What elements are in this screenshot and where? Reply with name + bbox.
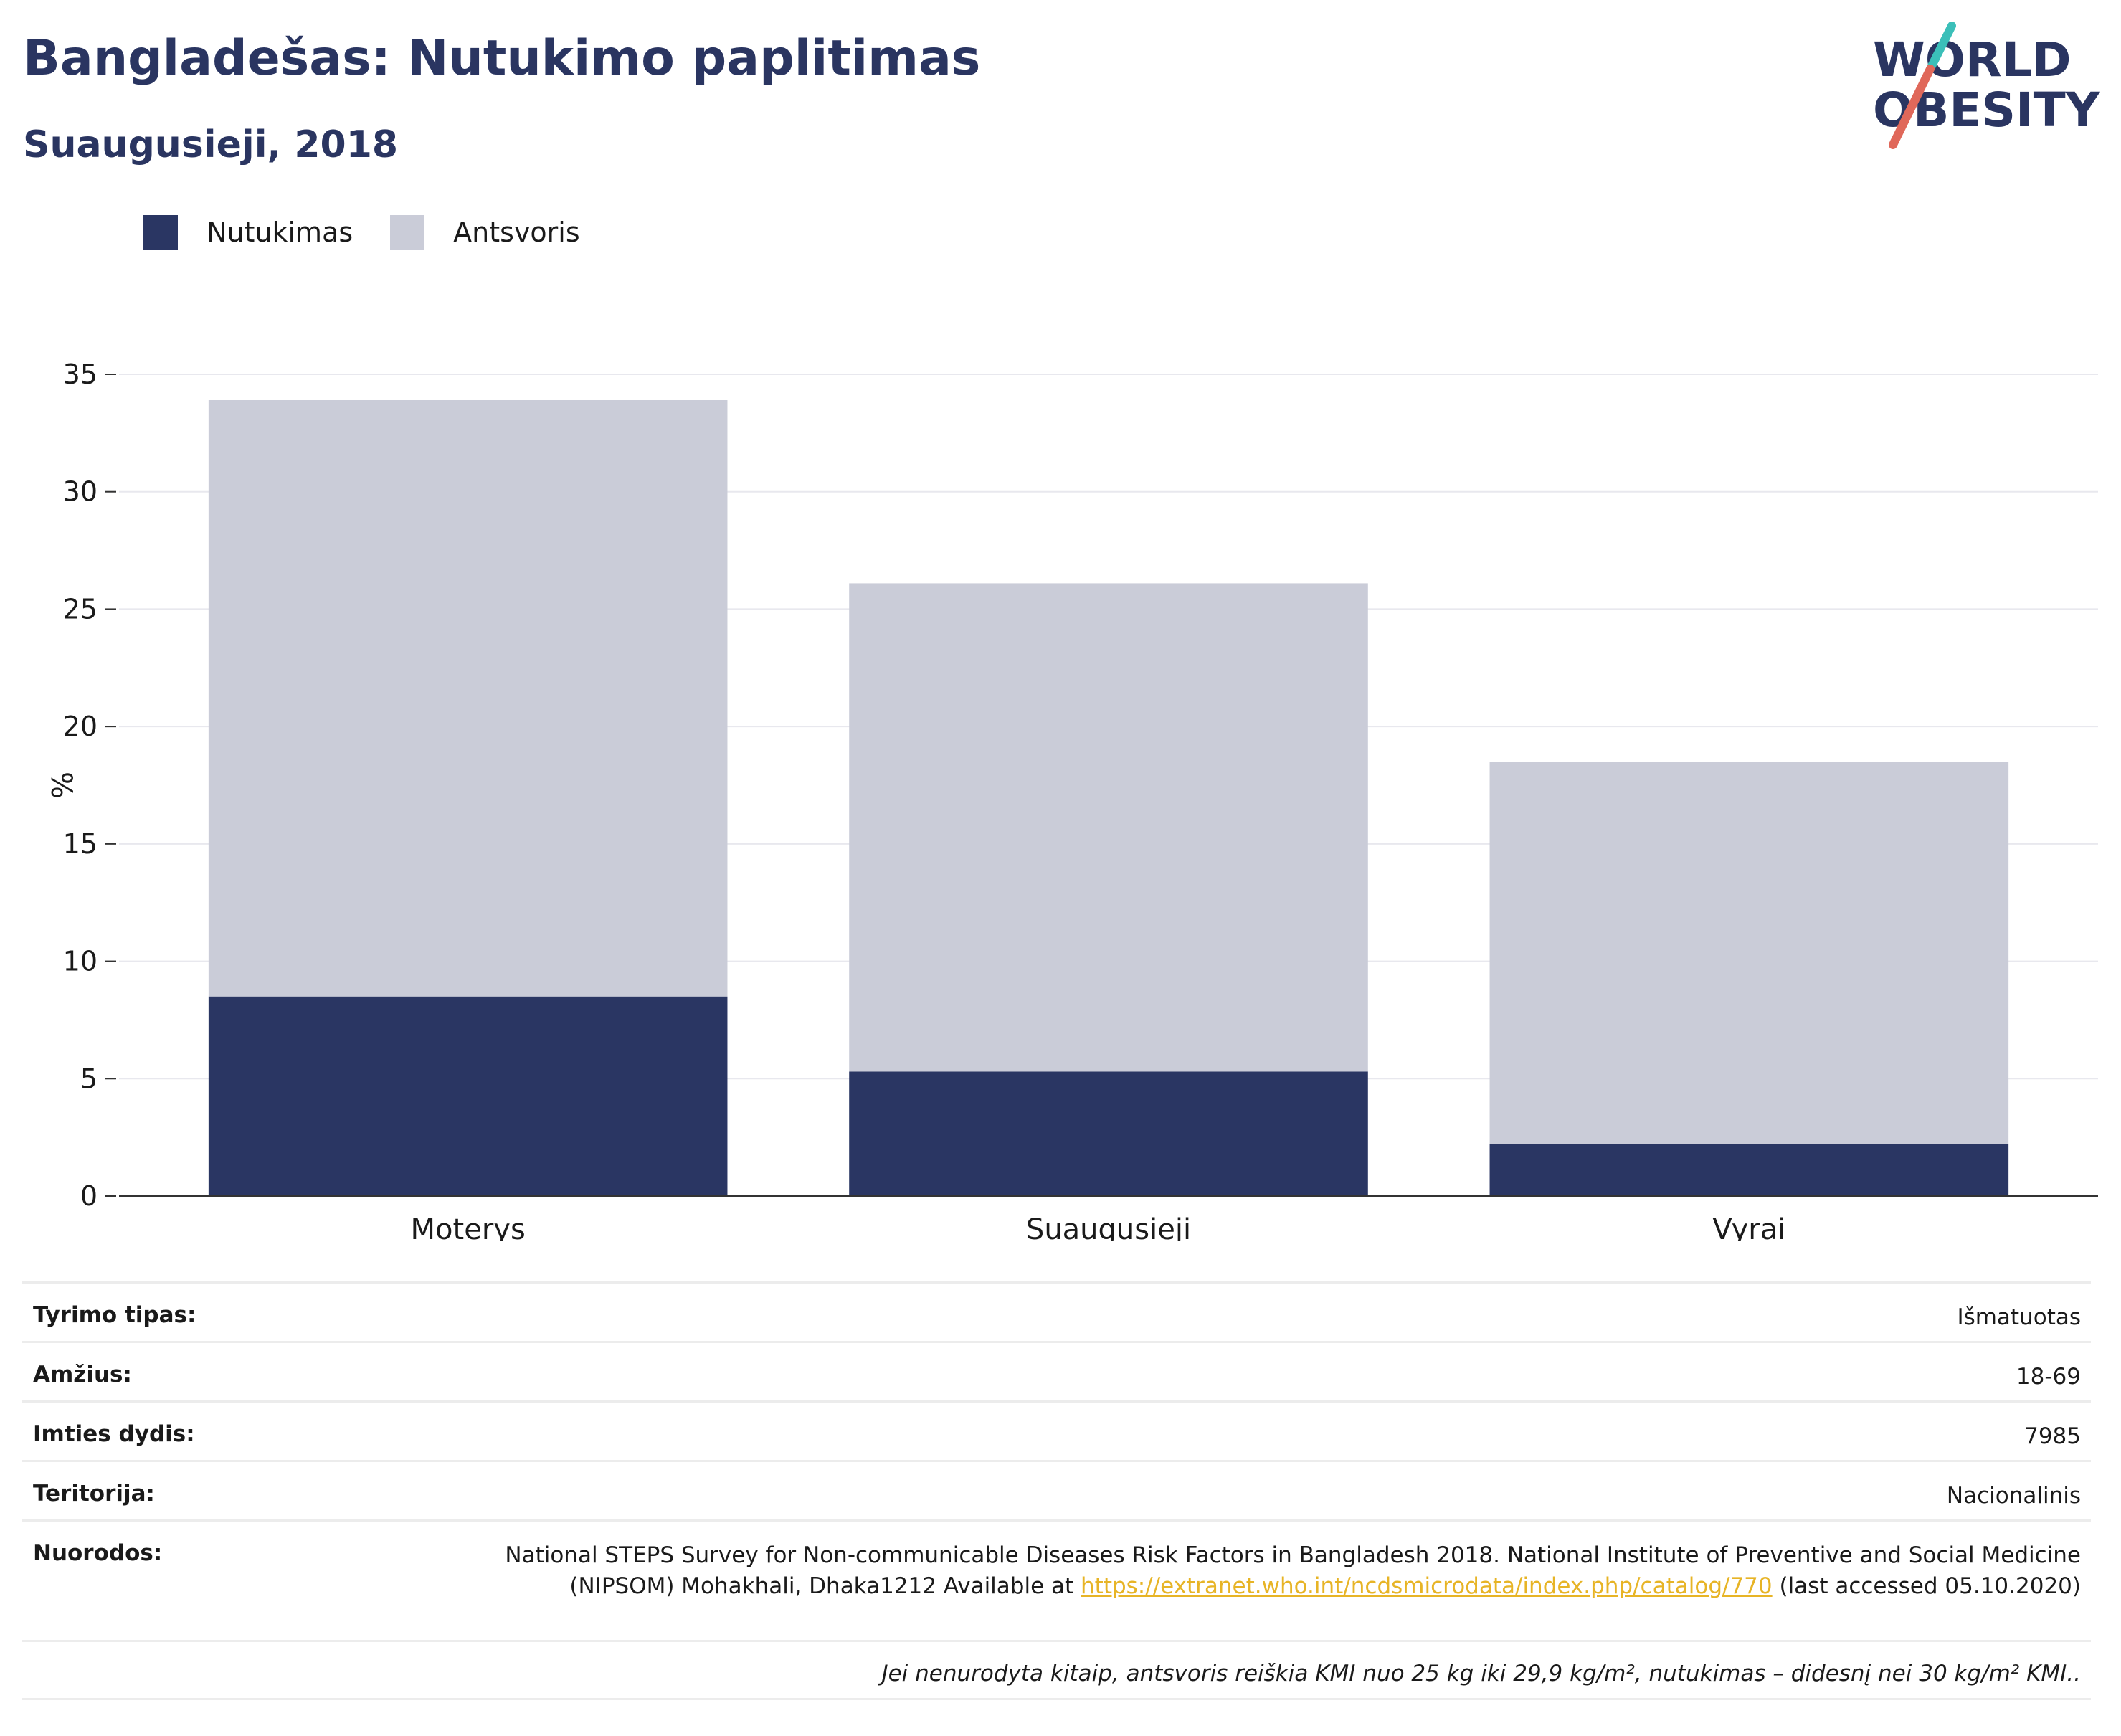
info-table: Tyrimo tipas: Išmatuotas Amžius: 18-69 I… [22,1281,2091,1700]
bar-nutukimas-moterys [208,996,728,1196]
info-row-age: Amžius: 18-69 [22,1341,2091,1400]
references-text-before: National STEPS Survey for Non-communicab… [505,1542,2081,1599]
info-label: Imties dydis: [33,1421,195,1447]
info-value: 18-69 [2016,1364,2081,1390]
info-row-sample-size: Imties dydis: 7985 [22,1400,2091,1460]
chart-legend: Nutukimas Antsvoris [143,214,617,251]
stacked-bar-chart: 0 5 10 15 20 25 30 35% Moterys Suaugusieji Vyrai [44,359,2098,1241]
info-row-territory: Teritorija: Nacionalinis [22,1460,2091,1519]
x-tick-label: Vyrai [1712,1213,1785,1241]
references-link[interactable]: https://extranet.who.int/ncdsmicrodata/i… [1081,1573,1773,1599]
y-axis-label: % [44,772,77,799]
definition-note: Jei nenurodyta kitaip, antsvoris reiškia… [22,1640,2091,1700]
world-obesity-logo-icon: WORLD OBESITY [1873,22,2101,149]
y-tick-label: 25 [63,593,98,625]
y-tick-label: 0 [80,1180,98,1212]
info-value: Išmatuotas [1957,1304,2081,1330]
legend-label-obesity: Nutukimas [207,217,354,248]
y-tick-label: 5 [80,1063,98,1094]
info-row-references: Nuorodos: National STEPS Survey for Non-… [22,1519,2091,1640]
page-title: Bangladešas: Nutukimo paplitimas [23,30,981,87]
info-label: Tyrimo tipas: [33,1302,196,1328]
logo-slash-top [1926,22,1956,73]
info-label: Amžius: [33,1362,132,1388]
info-label: Teritorija: [33,1481,155,1507]
legend-item-overweight[interactable]: Antsvoris [390,215,580,250]
y-tick-label: 15 [63,828,98,860]
legend-swatch-obesity [143,215,178,250]
logo-slash-bottom [1889,65,1935,149]
x-tick-label: Suaugusieji [1026,1213,1191,1241]
references-text-after: (last accessed 05.10.2020) [1772,1573,2081,1599]
legend-item-obesity[interactable]: Nutukimas [143,215,353,250]
references-text: National STEPS Survey for Non-communicab… [503,1540,2081,1602]
x-tick-label: Moterys [411,1213,526,1241]
legend-label-overweight: Antsvoris [453,217,580,248]
y-tick-label: 30 [63,476,98,508]
legend-swatch-overweight [390,215,425,250]
y-tick-label: 10 [63,946,98,977]
bar-nutukimas-vyrai [1489,1144,2009,1196]
info-value: 7985 [2024,1423,2081,1449]
info-label: Nuorodos: [33,1540,163,1566]
bar-nutukimas-suaugusieji [849,1071,1368,1196]
info-row-survey-type: Tyrimo tipas: Išmatuotas [22,1281,2091,1341]
bar-antsvoris-suaugusieji [849,583,1368,1072]
y-tick-label: 35 [63,359,98,390]
info-value: Nacionalinis [1946,1483,2081,1509]
logo-line-1: WORLD [1873,32,2072,87]
bar-antsvoris-vyrai [1489,762,2009,1144]
y-tick-label: 20 [63,711,98,742]
bar-antsvoris-moterys [208,400,728,997]
page-subtitle: Suaugusieji, 2018 [23,123,399,166]
